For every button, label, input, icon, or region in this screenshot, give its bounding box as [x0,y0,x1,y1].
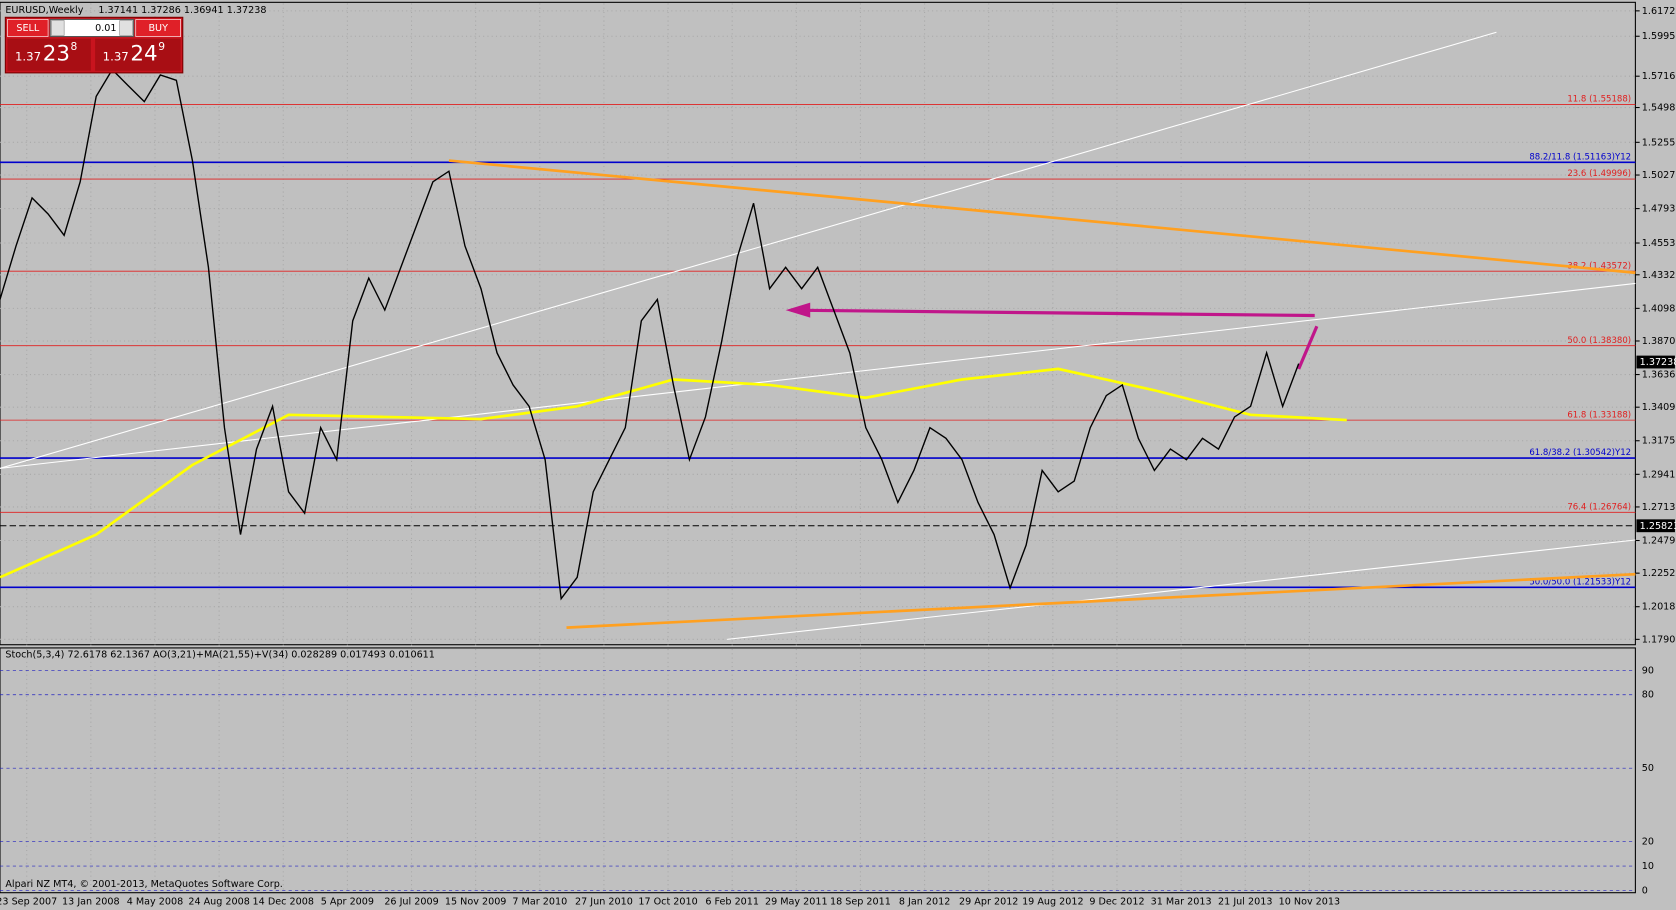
series [0,68,1347,601]
indicator-tick-label: 20 [1642,837,1654,848]
arrow [1297,325,1319,370]
trendline [448,159,1636,275]
x-tick-label: 17 Oct 2010 [638,896,697,907]
x-tick-label: 29 Apr 2012 [959,896,1018,907]
copyright: Alpari NZ MT4, © 2001-2013, MetaQuotes S… [5,879,283,890]
y-tick-label: 1.17905 [1642,634,1676,645]
indicator-panel [0,647,1636,894]
lot-field[interactable] [49,18,135,38]
y-tick-label: 1.34090 [1642,402,1676,413]
y-tick-label: 1.29410 [1642,469,1676,480]
x-tick-label: 23 Sep 2007 [0,896,57,907]
y-tick-label: 1.31750 [1642,436,1676,447]
y-tick-label: 1.27135 [1642,502,1676,513]
y-tick-label: 1.59950 [1642,31,1676,42]
y-tick-label: 1.52555 [1642,137,1676,148]
x-tick-label: 10 Nov 2013 [1279,896,1341,907]
x-tick-label: 27 Jun 2010 [575,896,633,907]
sell-price-big: 1.37 [15,49,41,63]
trendlines [0,31,1636,640]
y-tick-label: 1.22520 [1642,568,1676,579]
arrow [790,308,1315,318]
x-tick-label: 8 Jan 2012 [899,896,951,907]
level-label: 88.2/11.8 (1.51163)Y12 [1529,152,1631,162]
ohlc: 1.37141 1.37286 1.36941 1.37238 [98,5,266,16]
trendline [726,539,1636,640]
level-label: 61.8 (1.33188) [1567,410,1631,420]
y-tick-label: 1.43320 [1642,270,1676,281]
indicator-tick-label: 80 [1642,690,1654,701]
indicator-tick-label: 50 [1642,763,1654,774]
indicator-tick-label: 90 [1642,665,1654,676]
x-tick-label: 4 May 2008 [127,896,184,907]
sell-label[interactable]: SELL [16,23,40,34]
sell-price-pips: 23 [43,42,70,67]
trendline [566,572,1636,629]
current-price-box [1636,355,1675,369]
x-tick-label: 14 Dec 2008 [253,896,314,907]
x-tick-label: 29 May 2011 [765,896,828,907]
buy-price-box[interactable] [95,38,181,71]
buy-price-pips: 24 [130,42,157,67]
trendline [0,282,1636,469]
level-label: 61.8/38.2 (1.30542)Y12 [1529,448,1631,458]
marker-price-box [1636,519,1675,533]
lot-down[interactable] [51,20,65,36]
y-tick-label: 1.45535 [1642,238,1676,249]
trendline [0,31,1497,469]
x-tick-label: 13 Jan 2008 [62,896,120,907]
levels: 11.8 (1.55188) 88.2/11.8 (1.51163)Y12 23.6… [0,95,1636,589]
level-label: 50.0/50.0 (1.21533)Y12 [1529,577,1631,587]
sell-price-frac: 8 [71,40,78,53]
x-tick-label: 15 Nov 2009 [445,896,507,907]
price-panel [0,1,1636,646]
x-tick-label: 5 Apr 2009 [321,896,374,907]
price-line [0,68,1300,601]
x-tick-label: 26 Jul 2009 [384,896,438,907]
indicator-tick-label: 10 [1642,861,1654,872]
level-label: 23.6 (1.49996) [1567,169,1631,179]
y-tick-label: 1.47935 [1642,204,1676,215]
indicator-tick-label: 0 [1642,886,1648,897]
ma-line [0,367,1347,579]
current-price-label: 1.37238 [1640,357,1676,368]
y-tick-label: 1.24795 [1642,536,1676,547]
y-tick-label: 1.61720 [1642,6,1676,17]
level-label: 50.0 (1.38380) [1567,336,1631,346]
marker-price-label: 1.25823 [1640,521,1676,532]
y-tick-label: 1.38705 [1642,336,1676,347]
x-tick-label: 18 Sep 2011 [830,896,891,907]
indicator-title: Stoch(5,3,4) 72.6178 62.1367 AO(3,21)+MA… [5,649,435,660]
grid [0,3,1636,893]
y-tick-label: 1.57165 [1642,71,1676,82]
level-label: 11.8 (1.55188) [1567,95,1631,105]
x-tick-label: 21 Jul 2013 [1218,896,1272,907]
sell-button[interactable] [7,19,49,37]
buy-price-frac: 9 [158,40,165,53]
y-tick-label: 1.40980 [1642,303,1676,314]
lot-up[interactable] [119,20,133,36]
buy-price-big: 1.37 [103,49,129,63]
lot-value[interactable]: 0.01 [95,23,116,34]
buy-button[interactable] [135,19,181,37]
x-tick-label: 9 Dec 2012 [1089,896,1144,907]
x-tick-label: 7 Mar 2010 [512,896,567,907]
y-tick-label: 1.54980 [1642,103,1676,114]
x-tick-label: 19 Aug 2012 [1022,896,1084,907]
level-label: 38.2 (1.43572) [1567,261,1631,271]
y-tick-label: 1.50275 [1642,170,1676,181]
symbol-title: EURUSD,Weekly [5,5,83,16]
y-tick-label: 1.20180 [1642,602,1676,613]
y-tick-label: 1.36365 [1642,370,1676,381]
x-tick-label: 31 Mar 2013 [1151,896,1212,907]
x-tick-label: 24 Aug 2008 [188,896,250,907]
x-tick-label: 6 Feb 2011 [705,896,759,907]
buy-label[interactable]: BUY [148,23,168,34]
sell-price-box[interactable] [7,38,91,71]
arrow-head [785,302,811,318]
trade-panel: SELL 0.01 BUY 1.37 23 8 1.37 24 9 [4,16,184,74]
level-label: 76.4 (1.26764) [1567,502,1631,512]
